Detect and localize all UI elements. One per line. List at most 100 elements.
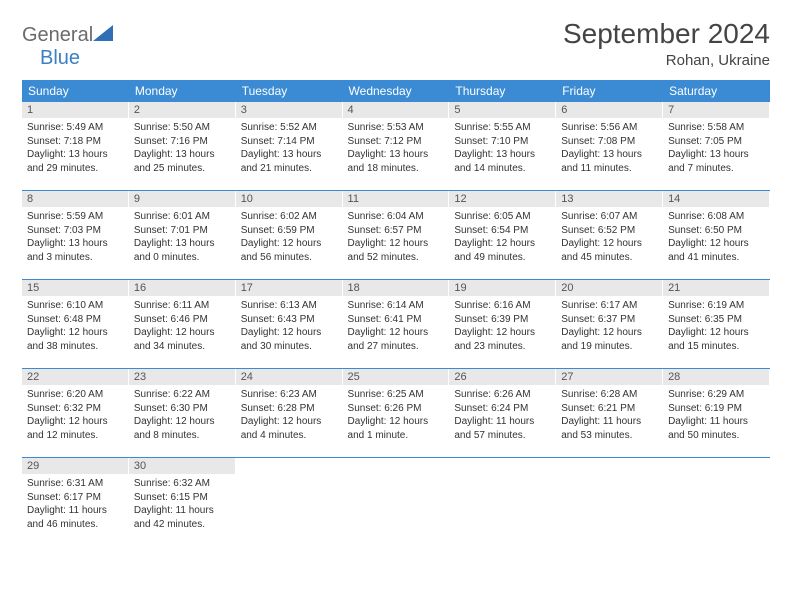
calendar-cell: 25Sunrise: 6:25 AMSunset: 6:26 PMDayligh… (343, 369, 450, 458)
day-number: 9 (129, 191, 236, 207)
weekday-header: Wednesday (343, 80, 450, 102)
day-details: Sunrise: 6:17 AMSunset: 6:37 PMDaylight:… (556, 296, 663, 359)
day-number: 19 (449, 280, 556, 296)
day-number: 17 (236, 280, 343, 296)
day-details: Sunrise: 6:26 AMSunset: 6:24 PMDaylight:… (449, 385, 556, 448)
day-number: 1 (22, 102, 129, 118)
day-number: 15 (22, 280, 129, 296)
day-details: Sunrise: 6:08 AMSunset: 6:50 PMDaylight:… (663, 207, 770, 270)
calendar-cell: 12Sunrise: 6:05 AMSunset: 6:54 PMDayligh… (449, 191, 556, 280)
day-number: 14 (663, 191, 770, 207)
calendar-cell: 3Sunrise: 5:52 AMSunset: 7:14 PMDaylight… (236, 102, 343, 191)
day-details: Sunrise: 6:32 AMSunset: 6:15 PMDaylight:… (129, 474, 236, 537)
calendar-cell: 17Sunrise: 6:13 AMSunset: 6:43 PMDayligh… (236, 280, 343, 369)
weekday-header: Sunday (22, 80, 129, 102)
calendar-cell: 1Sunrise: 5:49 AMSunset: 7:18 PMDaylight… (22, 102, 129, 191)
day-details: Sunrise: 6:10 AMSunset: 6:48 PMDaylight:… (22, 296, 129, 359)
weekday-header-row: SundayMondayTuesdayWednesdayThursdayFrid… (22, 80, 770, 102)
calendar-cell (236, 458, 343, 547)
day-details: Sunrise: 6:13 AMSunset: 6:43 PMDaylight:… (236, 296, 343, 359)
calendar-cell: 4Sunrise: 5:53 AMSunset: 7:12 PMDaylight… (343, 102, 450, 191)
calendar-cell: 8Sunrise: 5:59 AMSunset: 7:03 PMDaylight… (22, 191, 129, 280)
day-number: 13 (556, 191, 663, 207)
calendar-cell: 16Sunrise: 6:11 AMSunset: 6:46 PMDayligh… (129, 280, 236, 369)
calendar-cell: 13Sunrise: 6:07 AMSunset: 6:52 PMDayligh… (556, 191, 663, 280)
calendar-cell: 27Sunrise: 6:28 AMSunset: 6:21 PMDayligh… (556, 369, 663, 458)
day-details: Sunrise: 6:31 AMSunset: 6:17 PMDaylight:… (22, 474, 129, 537)
day-number: 12 (449, 191, 556, 207)
day-details: Sunrise: 6:04 AMSunset: 6:57 PMDaylight:… (343, 207, 450, 270)
day-number: 29 (22, 458, 129, 474)
calendar-cell (663, 458, 770, 547)
weekday-header: Tuesday (236, 80, 343, 102)
calendar-cell: 6Sunrise: 5:56 AMSunset: 7:08 PMDaylight… (556, 102, 663, 191)
calendar-cell (343, 458, 450, 547)
day-details: Sunrise: 6:20 AMSunset: 6:32 PMDaylight:… (22, 385, 129, 448)
day-details: Sunrise: 6:16 AMSunset: 6:39 PMDaylight:… (449, 296, 556, 359)
calendar-cell: 29Sunrise: 6:31 AMSunset: 6:17 PMDayligh… (22, 458, 129, 547)
calendar-row: 8Sunrise: 5:59 AMSunset: 7:03 PMDaylight… (22, 191, 770, 280)
calendar-cell: 26Sunrise: 6:26 AMSunset: 6:24 PMDayligh… (449, 369, 556, 458)
calendar-cell: 5Sunrise: 5:55 AMSunset: 7:10 PMDaylight… (449, 102, 556, 191)
day-number: 27 (556, 369, 663, 385)
calendar: SundayMondayTuesdayWednesdayThursdayFrid… (22, 80, 770, 546)
day-details: Sunrise: 6:01 AMSunset: 7:01 PMDaylight:… (129, 207, 236, 270)
calendar-cell: 11Sunrise: 6:04 AMSunset: 6:57 PMDayligh… (343, 191, 450, 280)
day-number: 18 (343, 280, 450, 296)
calendar-cell: 28Sunrise: 6:29 AMSunset: 6:19 PMDayligh… (663, 369, 770, 458)
day-details: Sunrise: 6:07 AMSunset: 6:52 PMDaylight:… (556, 207, 663, 270)
day-number: 26 (449, 369, 556, 385)
logo: General Blue (22, 18, 113, 70)
day-details: Sunrise: 5:58 AMSunset: 7:05 PMDaylight:… (663, 118, 770, 181)
logo-word-1: General (22, 24, 93, 46)
calendar-cell: 7Sunrise: 5:58 AMSunset: 7:05 PMDaylight… (663, 102, 770, 191)
day-number: 2 (129, 102, 236, 118)
day-details: Sunrise: 5:59 AMSunset: 7:03 PMDaylight:… (22, 207, 129, 270)
day-number: 28 (663, 369, 770, 385)
day-number: 21 (663, 280, 770, 296)
calendar-cell: 22Sunrise: 6:20 AMSunset: 6:32 PMDayligh… (22, 369, 129, 458)
day-number: 24 (236, 369, 343, 385)
weekday-header: Monday (129, 80, 236, 102)
weekday-header: Thursday (449, 80, 556, 102)
day-details: Sunrise: 6:02 AMSunset: 6:59 PMDaylight:… (236, 207, 343, 270)
day-number: 7 (663, 102, 770, 118)
logo-triangle-icon (93, 25, 113, 41)
day-number: 8 (22, 191, 129, 207)
calendar-cell: 30Sunrise: 6:32 AMSunset: 6:15 PMDayligh… (129, 458, 236, 547)
day-details: Sunrise: 6:19 AMSunset: 6:35 PMDaylight:… (663, 296, 770, 359)
calendar-cell: 18Sunrise: 6:14 AMSunset: 6:41 PMDayligh… (343, 280, 450, 369)
location: Rohan, Ukraine (563, 52, 770, 69)
day-number: 23 (129, 369, 236, 385)
calendar-cell: 24Sunrise: 6:23 AMSunset: 6:28 PMDayligh… (236, 369, 343, 458)
calendar-cell: 15Sunrise: 6:10 AMSunset: 6:48 PMDayligh… (22, 280, 129, 369)
day-number: 10 (236, 191, 343, 207)
calendar-cell (449, 458, 556, 547)
calendar-cell: 9Sunrise: 6:01 AMSunset: 7:01 PMDaylight… (129, 191, 236, 280)
title-block: September 2024 Rohan, Ukraine (563, 18, 770, 69)
weekday-header: Saturday (663, 80, 770, 102)
logo-word-2: Blue (22, 47, 80, 69)
day-details: Sunrise: 5:55 AMSunset: 7:10 PMDaylight:… (449, 118, 556, 181)
calendar-row: 22Sunrise: 6:20 AMSunset: 6:32 PMDayligh… (22, 369, 770, 458)
calendar-cell: 10Sunrise: 6:02 AMSunset: 6:59 PMDayligh… (236, 191, 343, 280)
calendar-cell: 2Sunrise: 5:50 AMSunset: 7:16 PMDaylight… (129, 102, 236, 191)
calendar-cell: 19Sunrise: 6:16 AMSunset: 6:39 PMDayligh… (449, 280, 556, 369)
calendar-cell: 23Sunrise: 6:22 AMSunset: 6:30 PMDayligh… (129, 369, 236, 458)
day-details: Sunrise: 6:29 AMSunset: 6:19 PMDaylight:… (663, 385, 770, 448)
calendar-cell (556, 458, 663, 547)
calendar-cell: 21Sunrise: 6:19 AMSunset: 6:35 PMDayligh… (663, 280, 770, 369)
day-details: Sunrise: 6:22 AMSunset: 6:30 PMDaylight:… (129, 385, 236, 448)
calendar-row: 1Sunrise: 5:49 AMSunset: 7:18 PMDaylight… (22, 102, 770, 191)
calendar-row: 15Sunrise: 6:10 AMSunset: 6:48 PMDayligh… (22, 280, 770, 369)
day-details: Sunrise: 5:52 AMSunset: 7:14 PMDaylight:… (236, 118, 343, 181)
day-number: 5 (449, 102, 556, 118)
day-details: Sunrise: 5:49 AMSunset: 7:18 PMDaylight:… (22, 118, 129, 181)
calendar-row: 29Sunrise: 6:31 AMSunset: 6:17 PMDayligh… (22, 458, 770, 547)
day-details: Sunrise: 6:14 AMSunset: 6:41 PMDaylight:… (343, 296, 450, 359)
day-details: Sunrise: 6:28 AMSunset: 6:21 PMDaylight:… (556, 385, 663, 448)
calendar-cell: 20Sunrise: 6:17 AMSunset: 6:37 PMDayligh… (556, 280, 663, 369)
day-details: Sunrise: 6:25 AMSunset: 6:26 PMDaylight:… (343, 385, 450, 448)
day-number: 20 (556, 280, 663, 296)
day-details: Sunrise: 6:23 AMSunset: 6:28 PMDaylight:… (236, 385, 343, 448)
